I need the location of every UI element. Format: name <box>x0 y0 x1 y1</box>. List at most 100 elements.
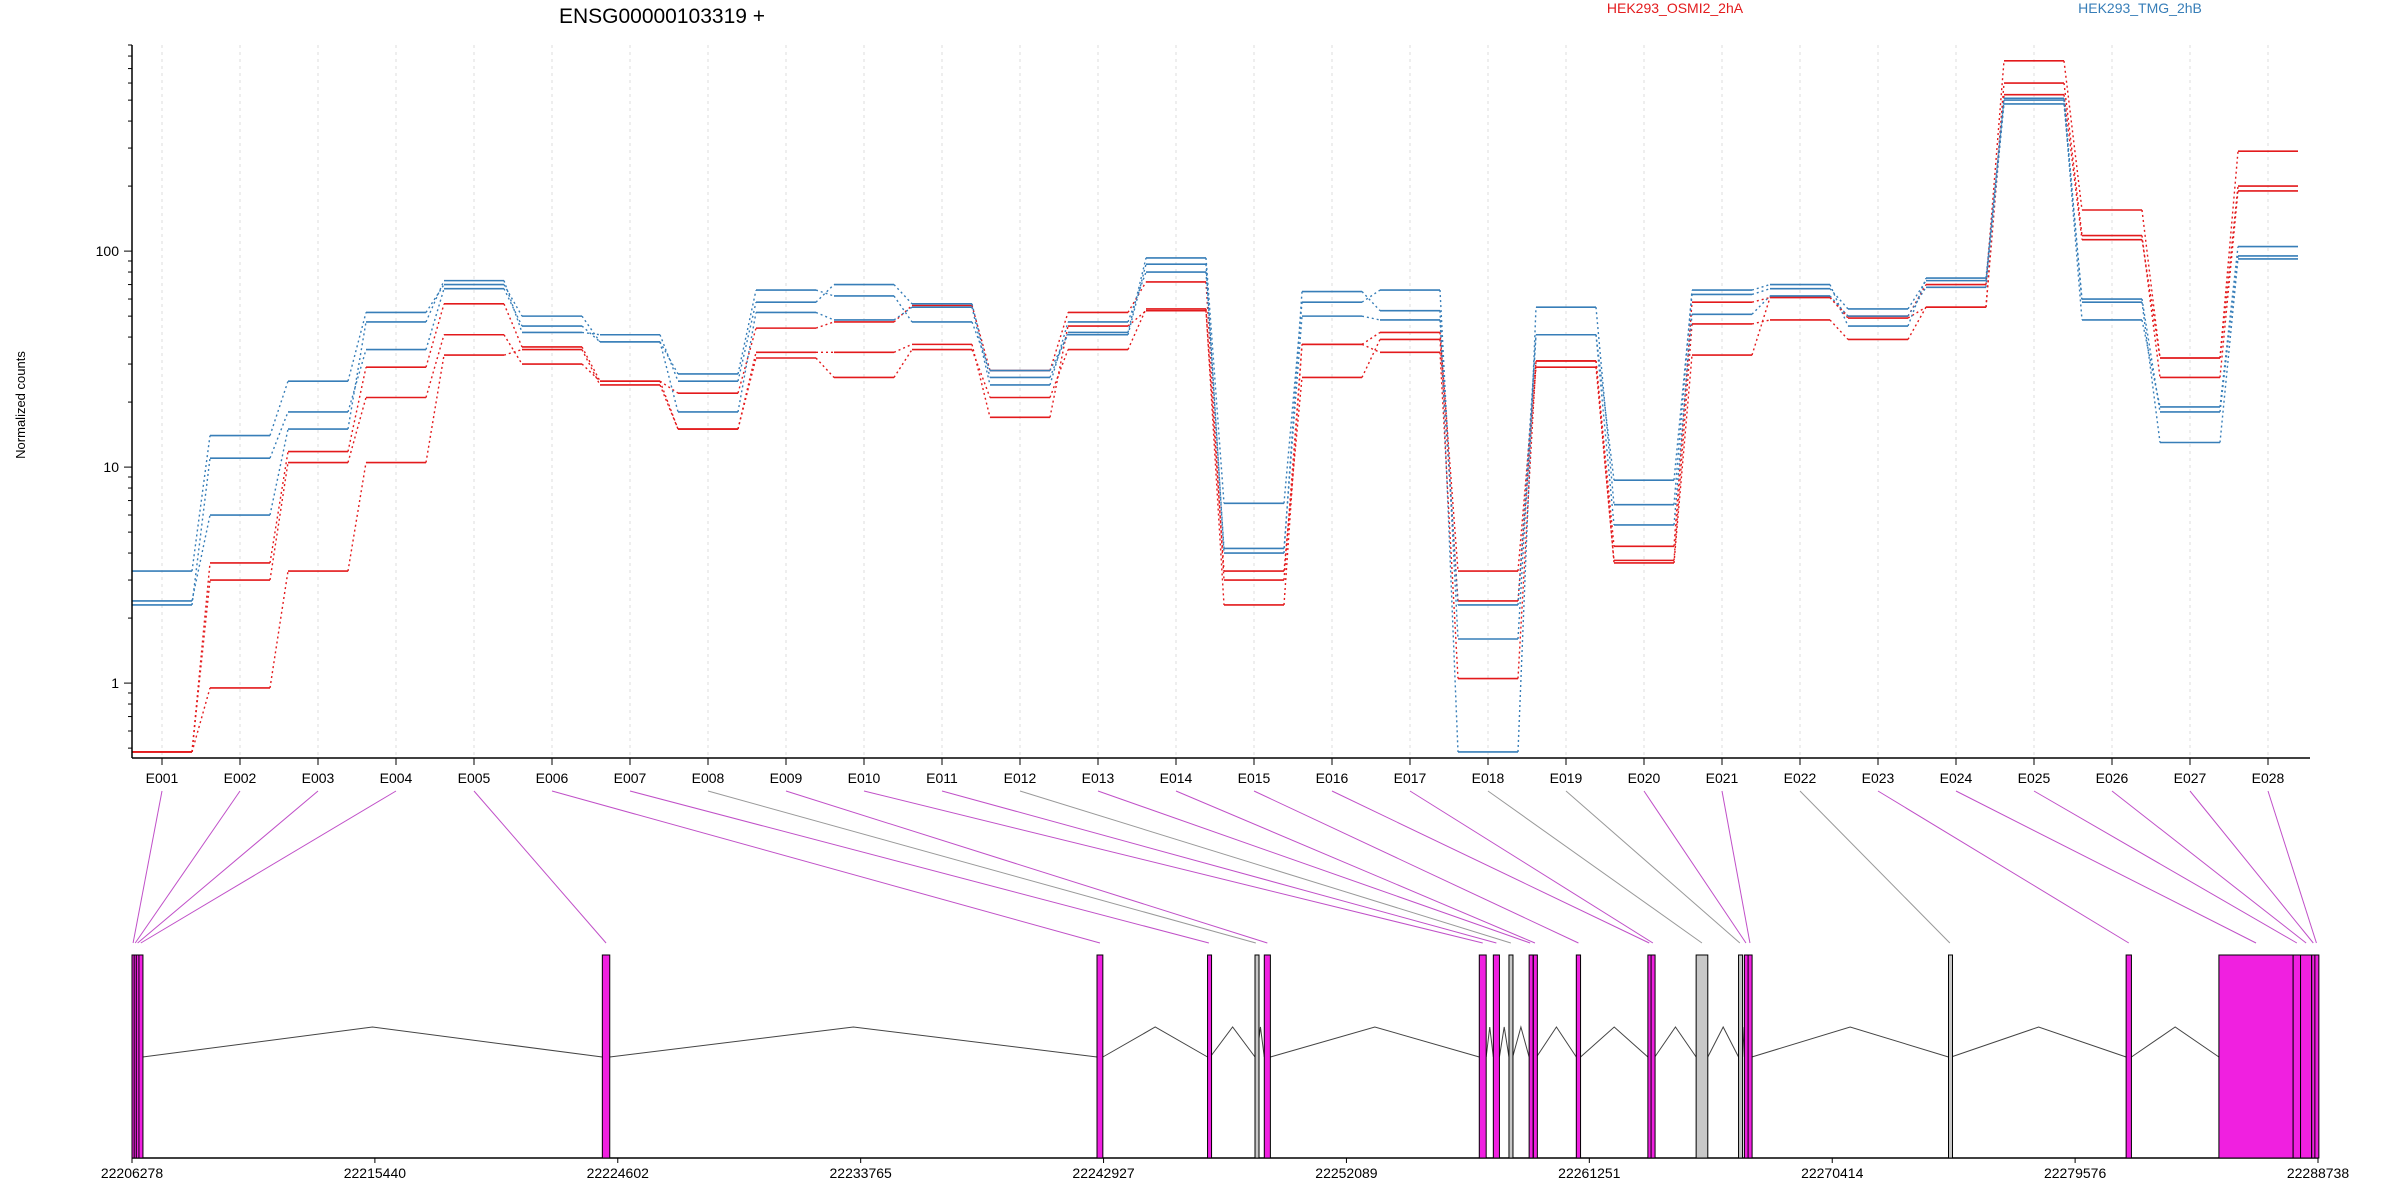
series-connector <box>659 380 679 394</box>
series-connector <box>659 334 679 382</box>
series-connector <box>737 352 757 430</box>
series-connector <box>1205 271 1225 549</box>
genomic-tick-label: 22242927 <box>1072 1165 1135 1181</box>
y-tick-label: 1 <box>111 675 119 691</box>
series-connector <box>1127 257 1147 333</box>
series-connector <box>1673 302 1693 547</box>
series-connector <box>1751 288 1771 296</box>
series-connector <box>1985 98 2005 279</box>
series-connector <box>1049 349 1069 398</box>
series-connector <box>893 343 913 353</box>
series-connector <box>815 289 835 297</box>
connector-e007 <box>629 790 1210 944</box>
series-connector <box>425 354 445 463</box>
series-connector <box>1829 288 1849 310</box>
series-connector <box>1673 294 1693 481</box>
series-connector <box>1049 334 1069 371</box>
connector-e025 <box>2033 790 2298 944</box>
intron-line <box>1209 1026 1256 1058</box>
series-connector <box>1283 302 1303 504</box>
series-connector <box>1205 264 1225 554</box>
series-connector <box>1439 290 1459 640</box>
x-tick-label-e006: E006 <box>536 770 569 786</box>
series-connector <box>2219 258 2239 443</box>
exon-block-e004 <box>138 954 144 1159</box>
connector-e022 <box>1799 790 1951 944</box>
series-connector <box>581 325 601 343</box>
series-connector <box>1907 306 1927 319</box>
exon-block-e015 <box>1575 954 1582 1159</box>
connector-e001 <box>132 790 163 944</box>
x-tick-label-e007: E007 <box>614 770 647 786</box>
x-tick-label-e022: E022 <box>1784 770 1817 786</box>
intron-line <box>1512 1025 1530 1058</box>
exon-block-e017 <box>1650 954 1656 1159</box>
x-tick-label-e019: E019 <box>1550 770 1583 786</box>
series-connector <box>1127 281 1147 313</box>
series-connector <box>893 284 913 305</box>
x-tick-label-e025: E025 <box>2018 770 2051 786</box>
chart-title: ENSG00000103319 + <box>559 5 765 28</box>
series-connector <box>1673 323 1693 561</box>
series-connector <box>971 321 991 371</box>
series-connector <box>893 306 913 321</box>
exon-block-e011 <box>1492 954 1500 1159</box>
intron-line <box>142 1026 603 1058</box>
x-tick-label-e020: E020 <box>1628 770 1661 786</box>
series-connector <box>347 312 367 382</box>
series-connector <box>1361 339 1381 378</box>
series-connector <box>737 357 757 430</box>
series-connector <box>1361 331 1381 345</box>
exon-block-e007 <box>1207 954 1213 1159</box>
series-connector <box>659 341 679 375</box>
series-connector <box>347 367 367 452</box>
series-connector <box>737 302 757 382</box>
connector-e023 <box>1877 790 2130 944</box>
plot-axes: 1 10 100 E001 E002 E003 E004 E005 E006 E007 E008 E0… <box>96 44 2310 786</box>
series-connector <box>2219 190 2239 378</box>
series-connector <box>737 289 757 375</box>
y-tick-label: 100 <box>96 243 120 259</box>
x-tick-label-e018: E018 <box>1472 770 1505 786</box>
series-connector <box>1829 319 1849 340</box>
connector-e005 <box>473 790 607 944</box>
exon-block-e022 <box>1948 954 1954 1159</box>
series-line <box>132 60 2298 753</box>
series-connector <box>269 451 289 564</box>
intron-line <box>1270 1026 1480 1058</box>
intron-line <box>2131 1026 2220 1058</box>
connector-e010 <box>863 790 1483 944</box>
series-connector <box>1907 280 1927 310</box>
series-connector <box>1439 352 1459 679</box>
intron-line <box>1950 1026 2127 1058</box>
exon-block-e005 <box>601 954 611 1159</box>
intron-line <box>609 1026 1098 1058</box>
series-line <box>132 103 2298 606</box>
connector-e028 <box>2267 790 2317 944</box>
series-connector <box>1751 319 1771 325</box>
plot-grid <box>161 45 2269 758</box>
x-tick-label-e011: E011 <box>926 770 958 786</box>
series-line <box>132 97 2298 753</box>
series-connector <box>425 284 445 313</box>
intron-line <box>1536 1026 1577 1058</box>
series-connector <box>1907 306 1927 340</box>
series-connector <box>425 303 445 368</box>
series-connector <box>1907 277 1927 327</box>
exon-block-e013 <box>1528 954 1534 1159</box>
series-connector <box>893 295 913 323</box>
series-connector <box>1439 310 1459 752</box>
series-connector <box>1049 332 1069 378</box>
series-connector <box>503 288 523 327</box>
series-connector <box>347 321 367 430</box>
series-connector <box>1829 297 1849 319</box>
series-connector <box>347 462 367 572</box>
series-connector <box>893 304 913 323</box>
series-line <box>132 82 2298 753</box>
series-connector <box>503 284 523 317</box>
exon-block-e024 <box>2218 954 2294 1159</box>
connector-e014 <box>1175 790 1536 944</box>
connector-e003 <box>137 790 319 944</box>
series-connector <box>2063 60 2083 211</box>
